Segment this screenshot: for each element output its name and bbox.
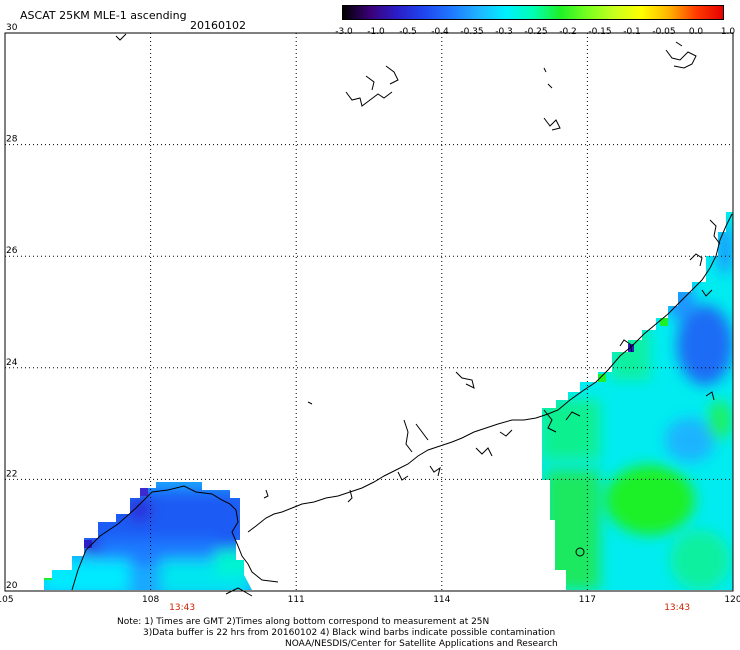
- west-swath: [44, 482, 252, 590]
- coastline: [71, 33, 733, 597]
- scale-label: -0.25: [524, 27, 548, 37]
- scale-label: -0.35: [460, 27, 484, 37]
- lon-tick-label: 114: [433, 595, 450, 605]
- scale-label: -0.05: [652, 27, 676, 37]
- map-frame: [4, 32, 734, 592]
- credit-line: NOAA/NESDIS/Center for Satellite Applica…: [285, 639, 558, 649]
- lon-ticks: 105 108 111 114 117 120: [0, 595, 740, 605]
- product-title: ASCAT 25KM MLE-1 ascending: [20, 9, 187, 22]
- pass-time-label: 13:43: [664, 603, 690, 613]
- product-date: 20160102: [190, 19, 246, 32]
- scale-label: -3.0: [335, 27, 353, 37]
- lat-tick-label: 28: [6, 135, 18, 145]
- lat-tick-label: 24: [6, 358, 18, 368]
- lat-tick-label: 20: [6, 581, 18, 591]
- lon-tick-label: 105: [0, 595, 14, 605]
- lat-tick-label: 26: [6, 246, 18, 256]
- scale-label: -0.3: [495, 27, 513, 37]
- lat-tick-label: 30: [6, 23, 18, 33]
- pass-times: 13:43 13:43: [169, 603, 690, 613]
- lon-tick-label: 111: [288, 595, 305, 605]
- lon-tick-label: 117: [579, 595, 596, 605]
- scale-label: 0.0: [688, 27, 704, 37]
- scale-label: -1.0: [367, 27, 385, 37]
- footnote-2: 3)Data buffer is 22 hrs from 20160102 4)…: [143, 628, 556, 638]
- scale-label: -0.4: [431, 27, 449, 37]
- scale-label: -0.5: [399, 27, 417, 37]
- lon-tick-label: 108: [142, 595, 159, 605]
- scale-label: -0.15: [588, 27, 612, 37]
- color-scale-bar: [342, 5, 724, 20]
- color-scale-labels: -3.0 -1.0 -0.5 -0.4 -0.35 -0.3 -0.25 -0.2 -0.15 -…: [335, 27, 735, 39]
- scale-label: -0.1: [623, 27, 641, 37]
- east-swath: [542, 212, 733, 590]
- scale-label: 1.0: [720, 27, 736, 37]
- lat-tick-label: 22: [6, 469, 17, 479]
- scale-label: -0.2: [559, 27, 577, 37]
- lat-ticks: 20 22 24 26 28 30: [6, 23, 18, 591]
- lon-tick-label: 120: [724, 595, 740, 605]
- footnote-1: Note: 1) Times are GMT 2)Times along bot…: [117, 617, 490, 627]
- pass-time-label: 13:43: [169, 603, 195, 613]
